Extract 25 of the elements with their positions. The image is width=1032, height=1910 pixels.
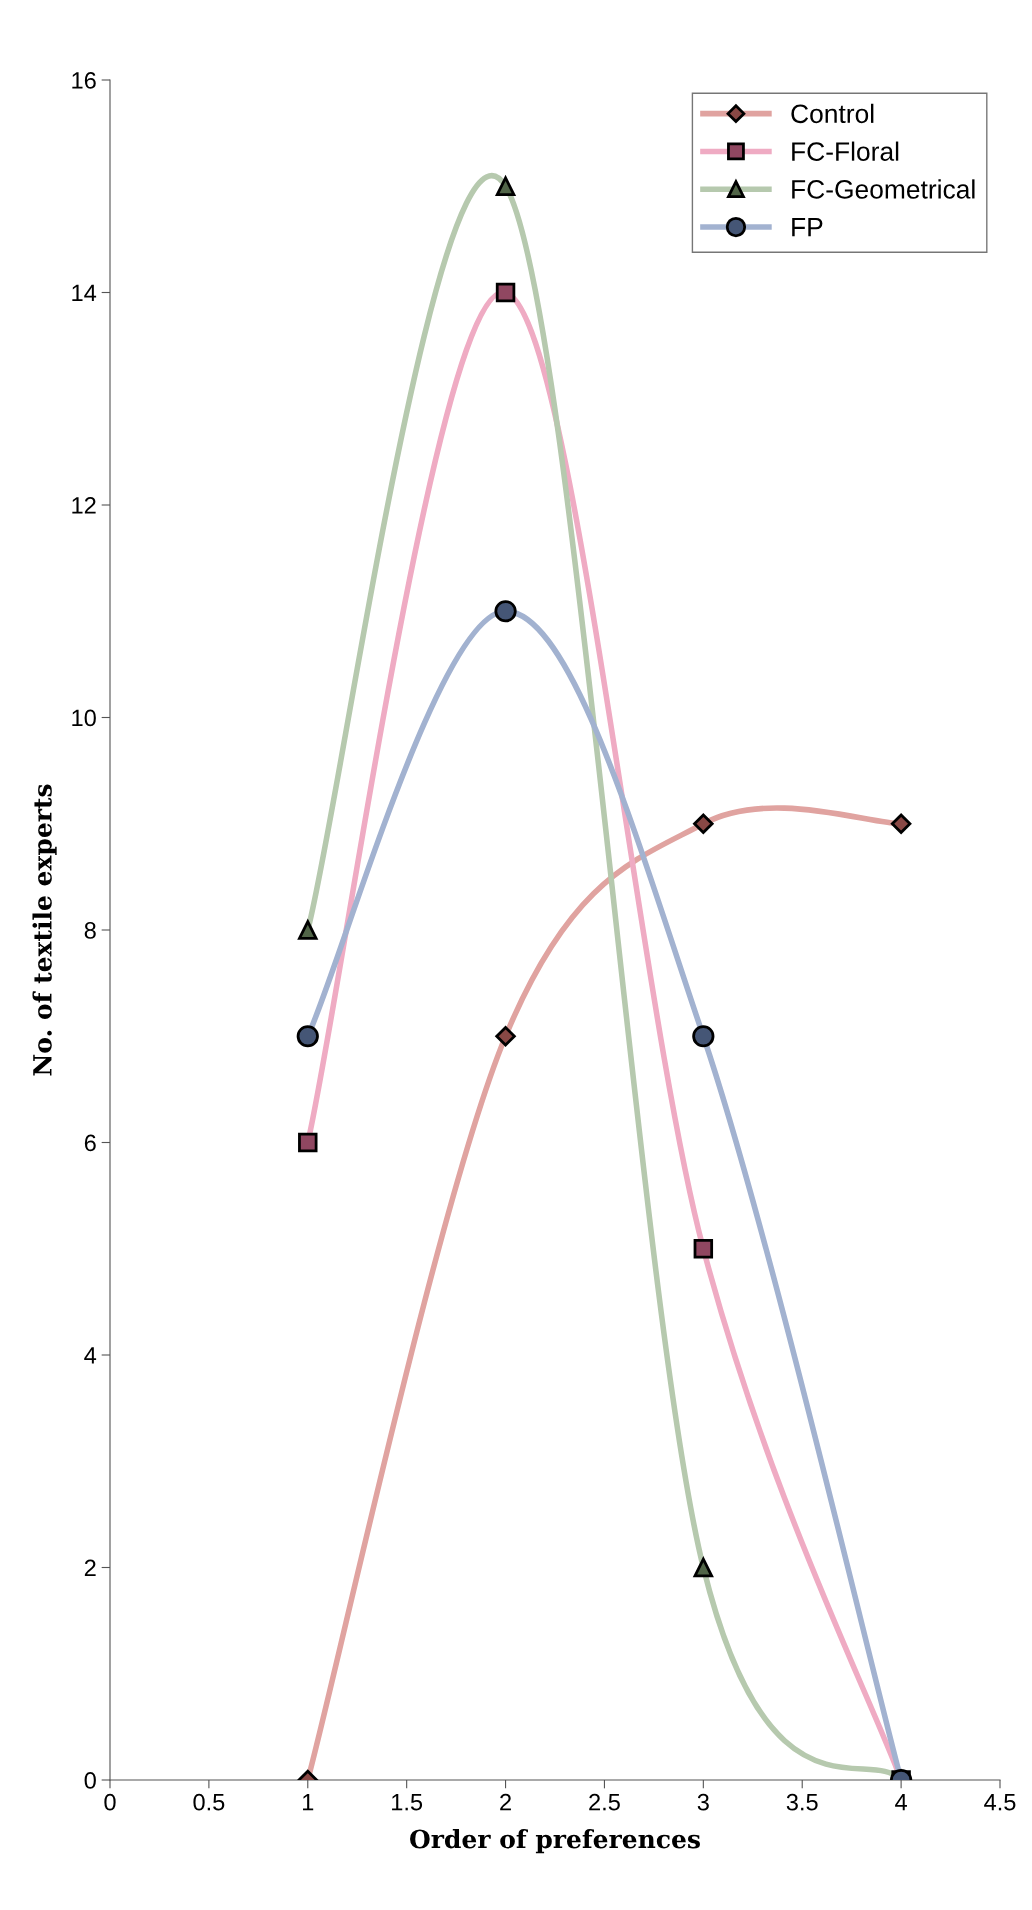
y-axis-title: No. of textile experts: [32, 784, 57, 1076]
x-tick-label: 3.5: [786, 1793, 818, 1811]
y-tick-label: 0: [84, 1772, 96, 1789]
legend-label: FC-Geometrical: [792, 179, 975, 199]
x-tick-label: 2.5: [589, 1793, 620, 1811]
legend-label: FP: [792, 218, 823, 237]
x-tick-label: 3: [697, 1793, 709, 1811]
x-tick-label: 0: [104, 1793, 116, 1811]
x-tick-label: 0.5: [193, 1793, 225, 1811]
y-tick-label: 10: [72, 709, 96, 727]
y-tick-label: 12: [72, 497, 96, 514]
x-tick-label: 1: [303, 1794, 314, 1811]
y-tick-label: 8: [84, 922, 96, 939]
y-tick-label: 16: [72, 72, 96, 89]
x-tick-label: 2: [500, 1793, 511, 1811]
y-tick-label: 6: [84, 1134, 96, 1152]
y-tick-label: 14: [72, 284, 97, 302]
y-tick-label: 2: [84, 1559, 96, 1577]
x-tick-label: 1.5: [392, 1794, 423, 1811]
x-axis-title: Order of preferences: [410, 1829, 700, 1854]
x-tick-label: 4: [895, 1794, 907, 1811]
x-tick-label: 4.5: [984, 1794, 1016, 1811]
legend-label: Control: [791, 103, 874, 124]
legend-label: FC-Floral: [792, 141, 899, 161]
y-tick-label: 4: [84, 1347, 97, 1364]
